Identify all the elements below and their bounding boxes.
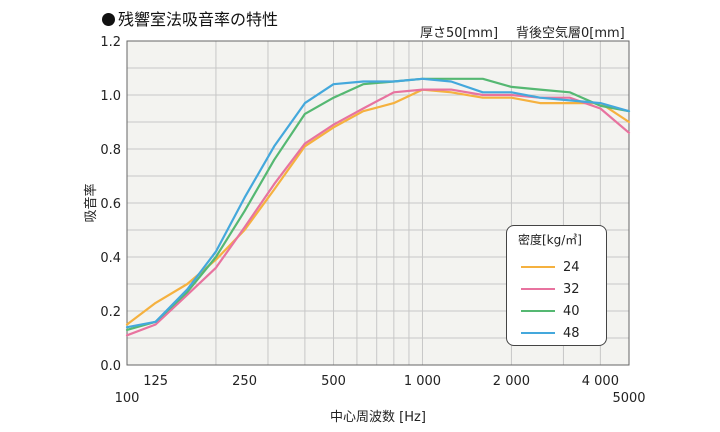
legend-label: 24	[563, 259, 580, 275]
x-tick-label: 5000	[612, 391, 645, 406]
y-tick-label: 0.8	[100, 143, 121, 158]
condition-thickness: 厚さ50[mm]	[420, 26, 499, 41]
x-tick-label: 125	[143, 374, 168, 389]
plot-border	[126, 40, 630, 366]
legend-swatch	[521, 266, 555, 268]
x-tick-label: 1 000	[404, 374, 441, 389]
condition-air-layer: 背後空気層0[mm]	[516, 26, 625, 41]
legend-item-40: 40	[521, 303, 580, 319]
legend-title: 密度[kg/㎥]	[518, 233, 582, 247]
y-tick-label: 0.6	[100, 197, 121, 212]
legend-item-48: 48	[521, 325, 580, 341]
x-tick-label: 500	[321, 374, 346, 389]
legend-item-32: 32	[521, 281, 580, 297]
series-line-48	[125, 77, 631, 329]
legend-swatch	[521, 288, 555, 290]
chart-title-text: 残響室法吸音率の特性	[118, 10, 279, 29]
x-tick-label: 2 000	[493, 374, 530, 389]
y-tick-label: 1.2	[100, 35, 121, 50]
y-tick-label: 0.2	[100, 305, 121, 320]
legend-box	[506, 225, 607, 346]
legend-label: 48	[563, 325, 580, 341]
x-tick-label: 250	[232, 374, 257, 389]
legend-swatch	[521, 332, 555, 334]
y-tick-label: 0.4	[100, 251, 121, 266]
series-line-40	[125, 77, 631, 331]
legend-label: 32	[563, 281, 580, 297]
x-tick-label: 100	[115, 391, 140, 406]
legend-label: 40	[563, 303, 580, 319]
bullet-icon	[102, 13, 115, 26]
legend-swatch	[521, 310, 555, 312]
y-tick-label: 1.0	[100, 89, 121, 104]
x-axis-label: 中心周波数 [Hz]	[330, 410, 426, 425]
chart-title: 残響室法吸音率の特性	[102, 6, 278, 30]
y-axis-label: 吸音率	[83, 183, 99, 222]
y-tick-label: 0.0	[100, 359, 121, 374]
legend-item-24: 24	[521, 259, 580, 275]
x-tick-label: 4 000	[582, 374, 619, 389]
